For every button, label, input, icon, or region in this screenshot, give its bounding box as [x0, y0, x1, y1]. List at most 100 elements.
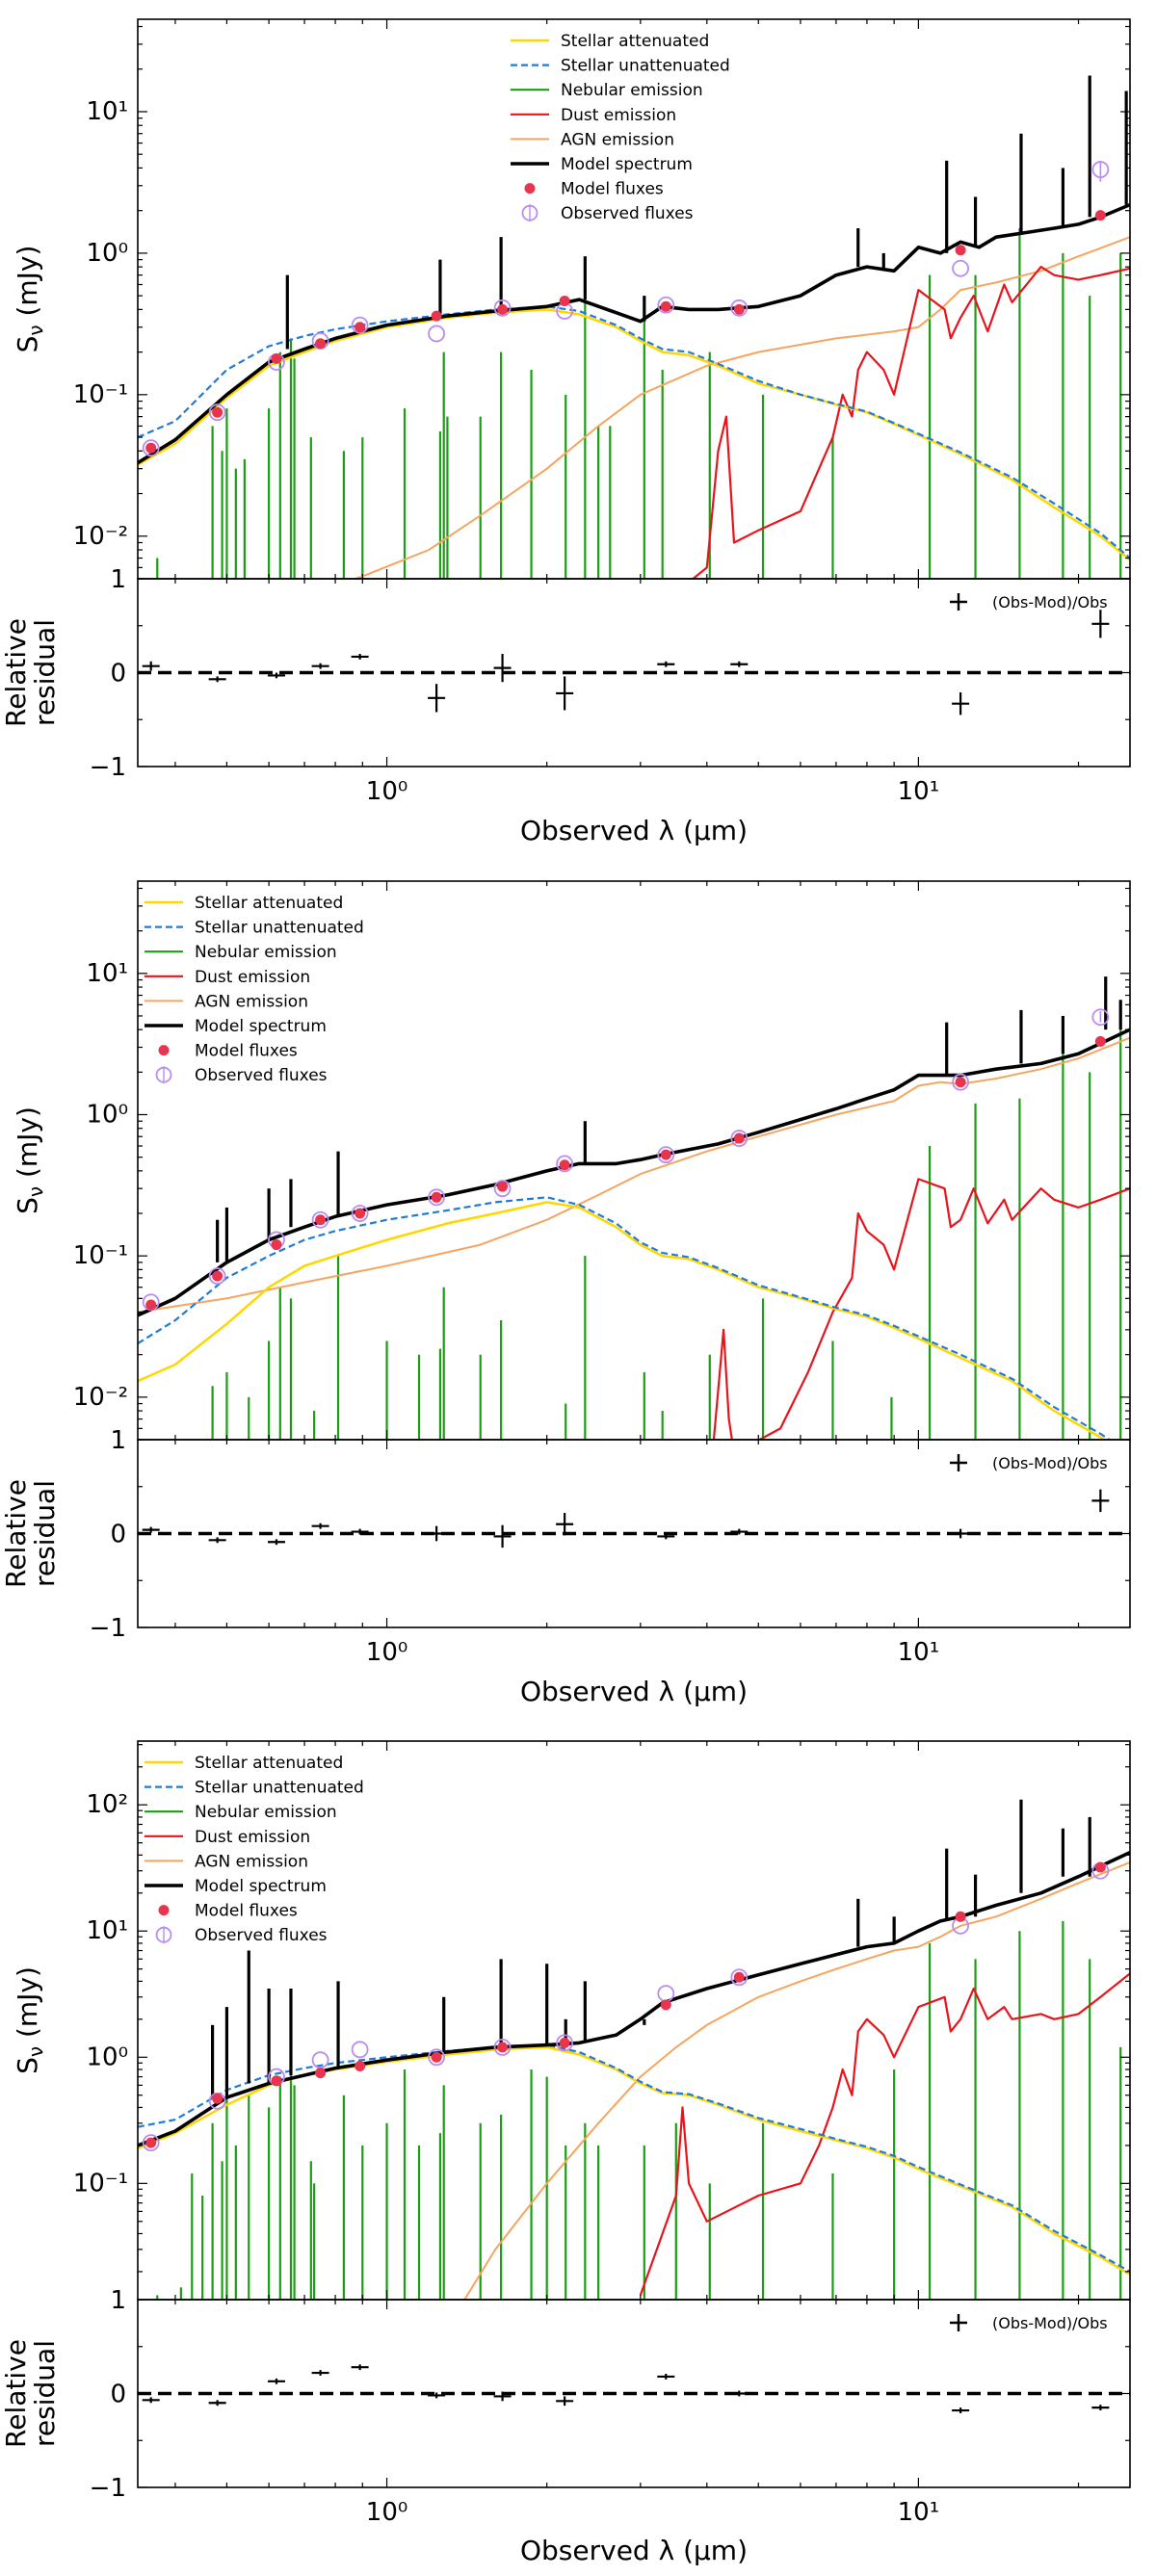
observed-flux-point [730, 1968, 749, 1987]
model-flux-point [212, 1270, 223, 1282]
model-flux-point [497, 2042, 509, 2053]
model-flux-point [212, 406, 223, 418]
observed-flux-point [730, 299, 749, 317]
y-tick-label: 10⁰ [86, 1100, 128, 1129]
sed-plot-frame [137, 1740, 1131, 2301]
residual-legend-label: (Obs-Mod)/Obs [992, 2314, 1108, 2332]
agn-emission-line [138, 1036, 1130, 1314]
model-flux-point [355, 1208, 366, 1219]
model-flux-point [271, 2075, 282, 2087]
observed-flux-point [142, 439, 160, 457]
observed-flux-point [351, 316, 369, 334]
residual-y-label: Relative [0, 1479, 32, 1588]
dust-emission-line [639, 1972, 1130, 2296]
legend-label: Model fluxes [195, 1902, 298, 1921]
x-tick-label: 10⁰ [366, 777, 408, 806]
legend-label: AGN emission [561, 130, 674, 149]
model-flux-point [145, 2137, 157, 2148]
y-tick-label: 10⁻² [73, 1383, 128, 1412]
model-flux-point [271, 352, 282, 364]
model-flux-point [145, 442, 157, 454]
model-flux-point [660, 1149, 671, 1160]
x-axis: 10⁰ 10¹ Observed λ (μm) [174, 881, 1080, 1707]
y-tick-label: 10¹ [86, 1916, 128, 1945]
agn-emission-line [352, 236, 1130, 579]
residual-tick-label: −1 [90, 2474, 126, 2503]
residual-tick-label: 1 [110, 1426, 126, 1455]
model-flux-point [355, 322, 366, 333]
y-axis-label: Sν (mJy) [12, 1106, 47, 1214]
model-flux-point [431, 2051, 442, 2063]
y-tick-label: 10⁻¹ [73, 2169, 128, 2198]
residual-tick-label: 1 [110, 565, 126, 594]
legend-label: Nebular emission [195, 1803, 337, 1822]
observed-flux-point [952, 1073, 969, 1091]
legend-label: Dust emission [561, 106, 676, 125]
observed-flux-point [493, 1180, 512, 1198]
y-tick-label: 10⁻¹ [73, 1241, 128, 1270]
observed-flux-point [428, 2048, 446, 2067]
legend-label: AGN emission [195, 1852, 308, 1871]
legend-label: Stellar attenuated [561, 32, 709, 51]
x-axis-label: Observed λ (μm) [520, 1676, 748, 1707]
legend-swatch [158, 1905, 170, 1916]
model-flux-point [955, 1077, 966, 1088]
legend-swatch [524, 183, 536, 195]
sed-plot-area [138, 1799, 1130, 2300]
model-flux-point [1094, 1035, 1106, 1047]
legend-label: Model spectrum [195, 1017, 327, 1036]
observed-flux-point [556, 2034, 574, 2052]
residual-y-label: Relative [0, 2339, 32, 2448]
y-tick-label: 10⁰ [86, 2043, 128, 2071]
sed-plot-area [138, 75, 1130, 579]
x-tick-label: 10⁰ [366, 1638, 408, 1667]
observed-flux-point [556, 1155, 574, 1173]
observed-flux-point [493, 299, 512, 317]
y-tick-label: 10¹ [86, 97, 128, 126]
y-axis: 10⁻² 10⁻¹ 10⁰ 10¹ [73, 25, 1130, 580]
observed-flux-point [428, 1188, 446, 1207]
observed-flux-point [351, 1205, 369, 1222]
model-flux-point [660, 300, 671, 312]
model-flux-point [1094, 1861, 1106, 1873]
residual-tick-label: 0 [110, 660, 126, 689]
model-flux-point [660, 1999, 671, 2011]
model-flux-point [355, 2061, 366, 2072]
y-axis: 10⁻² 10⁻¹ 10⁰ 10¹ [73, 887, 1130, 1441]
sed-plot-area [138, 976, 1130, 1440]
legend-label: Observed fluxes [561, 204, 694, 223]
y-tick-label: 10¹ [86, 959, 128, 988]
y-tick-label: 10⁻² [73, 522, 128, 551]
observed-flux-point [1091, 1008, 1110, 1027]
model-flux-point [315, 1214, 327, 1226]
legend-label: Stellar unattenuated [195, 1779, 364, 1798]
model-flux-point [431, 1191, 442, 1203]
model-flux-point [315, 2068, 327, 2079]
legend-label: Dust emission [195, 968, 310, 987]
residual-y-label: residual [29, 2340, 61, 2447]
model-flux-point [559, 2037, 570, 2048]
stellar-attenuated-line [138, 1201, 1107, 1440]
model-flux-point [431, 310, 442, 322]
observed-flux-point [657, 1985, 675, 2002]
model-flux-point [733, 1971, 745, 1983]
legend-label: AGN emission [195, 992, 308, 1011]
y-tick-label: 10⁻¹ [73, 380, 128, 409]
observed-flux-point [493, 2039, 512, 2056]
observed-flux-point [952, 259, 969, 277]
y-axis-label: Sν (mJy) [12, 246, 47, 353]
panel-top: 10⁻² 10⁻¹ 10⁰ 10¹ Sν (mJy) Stellar attenuated… [0, 18, 1131, 846]
model-spectrum-line [138, 1850, 1130, 2147]
observed-flux-point [142, 2134, 160, 2152]
observed-flux-point [208, 403, 226, 422]
y-tick-label: 10⁰ [86, 239, 128, 268]
residual-y-label: residual [29, 1480, 61, 1587]
stellar-attenuated-line [138, 2045, 1130, 2276]
model-flux-point [1094, 210, 1106, 221]
observed-flux-point [657, 296, 675, 314]
model-flux-point [559, 295, 570, 306]
